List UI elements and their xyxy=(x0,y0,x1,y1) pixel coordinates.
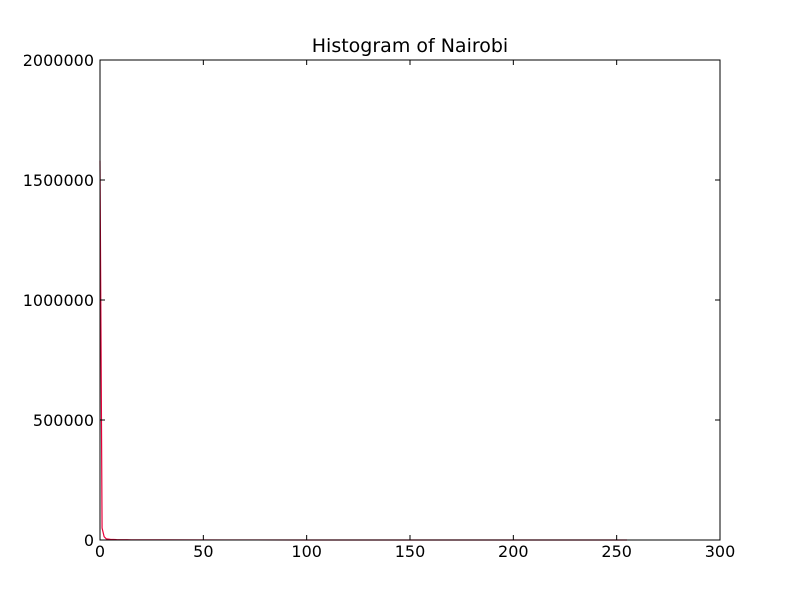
plot-area xyxy=(99,160,627,541)
x-tick-label: 200 xyxy=(498,542,529,561)
x-tick-label: 0 xyxy=(95,542,105,561)
x-tick-label: 150 xyxy=(395,542,426,561)
x-tick-label: 50 xyxy=(193,542,213,561)
x-tick-label: 300 xyxy=(705,542,736,561)
plot-frame xyxy=(99,59,721,541)
chart-title: Histogram of Nairobi xyxy=(312,35,508,57)
y-tick-label: 1500000 xyxy=(23,171,94,190)
y-tick-label: 0 xyxy=(84,531,94,550)
y-tick-label: 500000 xyxy=(33,411,94,430)
y-tick-label: 2000000 xyxy=(23,51,94,70)
y-tick-label: 1000000 xyxy=(23,291,94,310)
x-tick-label: 250 xyxy=(601,542,632,561)
series-line-0 xyxy=(99,160,627,541)
x-tick-label: 100 xyxy=(291,542,322,561)
axes: 0 50 100 150 200 250 300 0 500000 1000000 1500000 2… xyxy=(23,51,736,561)
